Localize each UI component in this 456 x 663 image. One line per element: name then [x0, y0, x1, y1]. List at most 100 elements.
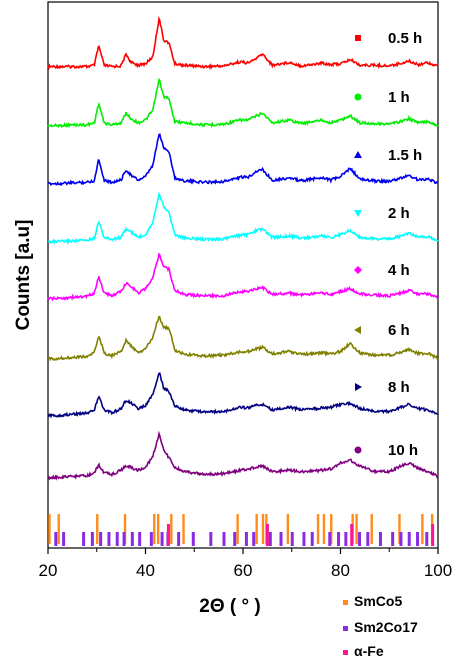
sm2co17-reference-bar: [107, 532, 111, 546]
smco5-reference-bar: [355, 514, 358, 544]
series-label: 1.5 h: [388, 147, 422, 164]
series-line: [47, 133, 439, 187]
sm2co17-reference-bar: [366, 532, 370, 546]
series-label: 4 h: [388, 262, 410, 279]
series-marker: [354, 210, 362, 217]
sm2co17-reference-bar: [115, 532, 119, 546]
sm2co17-reference-bar: [268, 532, 272, 546]
sm2co17-reference-bar: [358, 532, 362, 546]
reference-legend: SmCo5 Sm2Co17 α-Fe: [343, 593, 418, 659]
smco5-reference-bar: [316, 514, 320, 544]
sm2co17-reference-bar: [191, 532, 195, 546]
smco5-reference-bar: [236, 514, 239, 544]
smco5-reference-bar: [156, 514, 160, 544]
sm2co17-reference-bar: [138, 532, 142, 546]
sm2co17-reference-bar: [209, 532, 213, 546]
sm2co17-reference-bar: [391, 532, 395, 546]
alpha-fe-reference-bar: [265, 524, 269, 546]
sm2co17-reference-bar: [130, 532, 134, 546]
smco5-reference-bar: [398, 514, 401, 544]
series-marker: [354, 93, 362, 101]
alpha-fe-reference-bar: [166, 524, 170, 546]
sm2co17-reference-bar: [328, 532, 332, 546]
sm2co17-reference-bar: [337, 532, 341, 546]
sm2co17-reference-bar: [99, 532, 103, 546]
series-marker: [354, 151, 362, 158]
smco5-reference-bar: [153, 514, 156, 544]
sm2co17-reference-bar: [149, 532, 153, 546]
sm2co17-reference-bar: [279, 532, 283, 546]
legend-label: SmCo5: [354, 593, 402, 609]
reference-pattern-bars: [48, 514, 435, 546]
sm2co17-reference-bar: [244, 532, 248, 546]
x-axis-title: 2Θ ( ° ): [199, 596, 260, 617]
series-marker: [354, 326, 361, 334]
sm2co17-reference-bar: [425, 532, 429, 546]
series-label: 8 h: [388, 379, 410, 396]
series-marker: [355, 35, 361, 41]
series-marker: [354, 446, 362, 454]
series-markers: 0.5 h 1 h 1.5 h 2 h 4 h 6 h 8 h 10 h: [354, 30, 422, 459]
series-marker: [355, 383, 362, 391]
series-line: [47, 77, 439, 129]
x-tick-label: 80: [331, 561, 350, 580]
plot-frame: [47, 1, 439, 549]
sm2co17-reference-bar: [82, 532, 86, 546]
series-label: 2 h: [388, 205, 410, 222]
series-line: [47, 430, 439, 481]
series-label: 1 h: [388, 89, 410, 106]
sm2co17-reference-bar: [122, 532, 126, 546]
smco5-reference-bar: [286, 514, 290, 544]
legend-label: Sm2Co17: [354, 619, 418, 635]
smco5-reference-bar: [182, 514, 185, 544]
diffraction-curves: [47, 15, 439, 481]
x-axis: 20 40 60 80 100: [39, 548, 452, 580]
sm2co17-reference-bar: [310, 532, 314, 546]
sm2co17-reference-bar: [252, 532, 256, 546]
sm2co17-reference-bar: [177, 532, 181, 546]
series-marker: [354, 266, 362, 274]
sm2co17-reference-bar: [233, 532, 237, 546]
sm2co17-reference-bar: [290, 532, 294, 546]
smco5-reference-bar: [48, 514, 51, 544]
smco5-reference-bar: [255, 514, 258, 544]
smco5-reference-bar: [421, 514, 424, 544]
legend-label: α-Fe: [354, 643, 384, 659]
series-line: [47, 252, 439, 302]
sm2co17-reference-bar: [378, 532, 382, 546]
sm2co17-reference-bar: [302, 532, 306, 546]
sm2co17-reference-bar: [344, 532, 348, 546]
smco5-reference-bar: [322, 514, 326, 544]
sm2co17-reference-bar: [160, 532, 164, 546]
series-label: 6 h: [388, 322, 410, 339]
x-tick-label: 40: [136, 561, 155, 580]
sm2co17-reference-bar: [90, 532, 94, 546]
smco5-reference-bar: [261, 514, 265, 544]
series-line: [47, 15, 439, 71]
smco5-reference-bar: [57, 514, 60, 544]
alpha-fe-reference-bar: [350, 524, 354, 546]
legend-swatch: [343, 626, 348, 631]
series-line: [47, 372, 439, 419]
smco5-reference-bar: [96, 514, 99, 544]
x-tick-label: 100: [424, 561, 452, 580]
legend-swatch: [343, 600, 348, 605]
x-tick-label: 20: [39, 561, 58, 580]
legend-swatch: [343, 650, 348, 655]
smco5-reference-bar: [170, 514, 173, 544]
smco5-reference-bar: [330, 514, 333, 544]
sm2co17-reference-bar: [407, 532, 411, 546]
smco5-reference-bar: [123, 514, 127, 544]
sm2co17-reference-bar: [416, 532, 420, 546]
series-line: [47, 191, 439, 246]
x-tick-label: 60: [234, 561, 253, 580]
series-line: [47, 315, 439, 362]
sm2co17-reference-bar: [62, 532, 66, 546]
sm2co17-reference-bar: [399, 532, 403, 546]
alpha-fe-reference-bar: [431, 524, 435, 546]
sm2co17-reference-bar: [222, 532, 226, 546]
sm2co17-reference-bar: [54, 532, 58, 546]
smco5-reference-bar: [370, 514, 373, 544]
series-label: 0.5 h: [388, 30, 422, 47]
